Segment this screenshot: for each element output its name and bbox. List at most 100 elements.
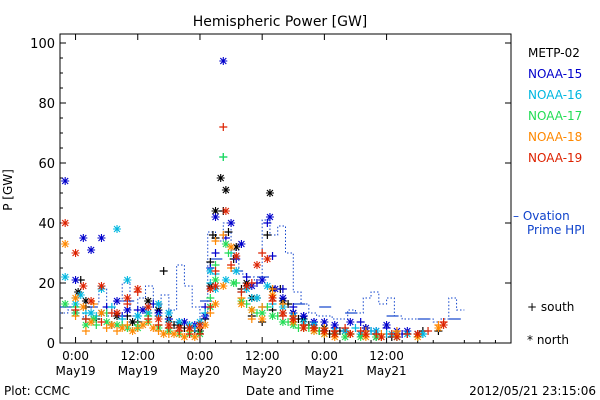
point-north	[330, 321, 339, 329]
point-north	[258, 276, 267, 284]
point-north	[216, 174, 225, 182]
point-south	[219, 153, 228, 161]
point-north	[219, 57, 228, 65]
point-north	[102, 318, 111, 326]
y-axis-label: P [GW]	[1, 169, 15, 211]
point-north	[175, 324, 184, 332]
point-north	[418, 330, 427, 338]
point-north	[170, 330, 179, 338]
point-north	[211, 207, 220, 215]
point-north	[185, 324, 194, 332]
point-north	[81, 297, 90, 305]
point-north	[434, 324, 443, 332]
point-north	[299, 312, 308, 320]
point-north	[221, 186, 230, 194]
point-north	[227, 219, 236, 227]
point-north	[211, 213, 220, 221]
x-tick-date: May19	[118, 364, 158, 378]
point-south	[219, 123, 228, 131]
point-south	[247, 315, 256, 323]
point-north	[123, 306, 132, 314]
x-tick-time: 12:00	[369, 349, 404, 363]
point-south	[211, 237, 220, 245]
point-north	[154, 300, 163, 308]
point-north	[76, 291, 85, 299]
point-south	[211, 249, 220, 257]
point-north	[439, 321, 448, 329]
point-north	[252, 261, 261, 269]
point-south	[219, 231, 228, 239]
point-north	[149, 324, 158, 332]
point-south	[278, 300, 287, 308]
point-north	[268, 294, 277, 302]
point-north	[258, 315, 267, 323]
point-north	[206, 285, 215, 293]
point-north	[113, 321, 122, 329]
x-tick-date: May19	[56, 364, 96, 378]
point-north	[258, 309, 267, 317]
point-north	[377, 333, 386, 341]
point-north	[265, 189, 274, 197]
point-north	[361, 330, 370, 338]
point-north	[61, 300, 70, 308]
point-north	[221, 240, 230, 248]
plot-border	[59, 33, 512, 344]
legend-entry: NOAA-17	[528, 109, 582, 123]
chart-title: Hemispheric Power [GW]	[193, 14, 368, 30]
point-north	[79, 234, 88, 242]
point-south	[356, 318, 365, 326]
point-north	[278, 318, 287, 326]
point-north	[123, 276, 132, 284]
point-north	[175, 318, 184, 326]
point-south	[351, 324, 360, 332]
point-south	[424, 327, 433, 335]
legend-ovation-line1: – Ovation	[513, 209, 570, 223]
point-south	[211, 267, 220, 275]
point-south	[159, 267, 168, 275]
point-north	[87, 318, 96, 326]
point-north	[128, 327, 137, 335]
point-south	[195, 330, 204, 338]
point-north	[61, 273, 70, 281]
point-north	[413, 330, 422, 338]
point-north	[211, 300, 220, 308]
point-north	[154, 315, 163, 323]
point-north	[232, 267, 241, 275]
point-north	[133, 285, 142, 293]
point-north	[346, 318, 355, 326]
x-axis-ticks: 0:00May1912:00May190:00May2012:00May200:…	[56, 34, 496, 378]
point-north	[263, 255, 272, 263]
y-tick-label: 20	[38, 277, 55, 292]
point-north	[221, 276, 230, 284]
point-north	[320, 327, 329, 335]
point-north	[113, 297, 122, 305]
point-north	[87, 246, 96, 254]
point-north	[252, 294, 261, 302]
point-north	[71, 276, 80, 284]
legend: METP-02 NOAA-15 NOAA-16 NOAA-17 NOAA-18 NOAA-…	[513, 46, 585, 347]
point-north	[247, 306, 256, 314]
x-tick-date: May20	[180, 364, 220, 378]
y-tick-label: 40	[38, 217, 55, 232]
point-north	[237, 240, 246, 248]
point-north	[265, 213, 274, 221]
point-north	[61, 240, 70, 248]
legend-ovation-line2: Prime HPI	[527, 223, 585, 237]
footer-timestamp: 2012/05/21 23:15:06	[469, 384, 596, 398]
point-south	[206, 303, 215, 311]
point-north	[97, 309, 106, 317]
point-north	[87, 297, 96, 305]
x-axis-label: Date and Time	[246, 384, 334, 398]
point-north	[299, 324, 308, 332]
point-south	[224, 228, 233, 236]
legend-entry: NOAA-18	[528, 130, 582, 144]
y-tick-label: 80	[38, 97, 55, 112]
point-north	[201, 321, 210, 329]
point-north	[341, 333, 350, 341]
point-north	[164, 321, 173, 329]
point-north	[242, 282, 251, 290]
point-north	[133, 312, 142, 320]
legend-entry: METP-02	[528, 46, 580, 60]
point-south	[227, 261, 236, 269]
point-south	[237, 288, 246, 296]
